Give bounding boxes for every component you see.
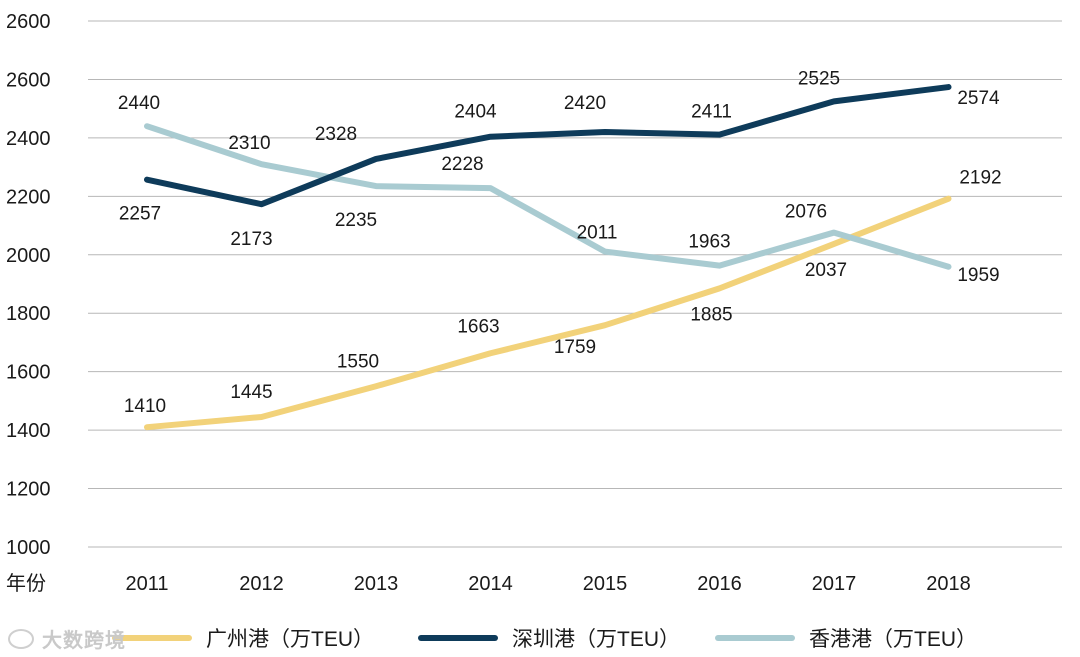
data-label: 1963 <box>688 232 730 253</box>
data-label: 2440 <box>118 93 160 114</box>
x-axis-label: 年份 <box>6 572 46 595</box>
brand-logo-icon <box>8 628 34 649</box>
data-label: 2037 <box>805 260 847 281</box>
data-label: 2235 <box>335 210 377 231</box>
y-tick-label: 2600 <box>6 69 51 91</box>
watermark: 大数跨境 <box>8 624 126 653</box>
data-label: 1445 <box>230 382 272 403</box>
data-label: 2257 <box>119 204 161 225</box>
data-label: 2011 <box>577 223 618 244</box>
legend-item-guangzhou: 广州港（万TEU） <box>112 623 374 653</box>
legend-label-shenzhen: 深圳港（万TEU） <box>512 628 680 651</box>
y-tick-label: 2000 <box>6 245 51 267</box>
data-label: 2173 <box>230 229 272 250</box>
series-line-1 <box>144 84 952 208</box>
legend-swatch-hongkong <box>715 635 795 641</box>
legend: 广州港（万TEU） 深圳港（万TEU） 香港港（万TEU） <box>0 615 1080 657</box>
data-label: 2310 <box>228 133 270 154</box>
y-tick-label: 1400 <box>6 420 51 442</box>
x-tick-label: 2014 <box>468 573 513 595</box>
y-tick-label: 1200 <box>6 479 51 501</box>
data-label: 1885 <box>690 304 732 325</box>
data-label: 1550 <box>337 351 379 372</box>
data-label: 2525 <box>798 68 840 89</box>
legend-item-hongkong: 香港港（万TEU） <box>715 623 977 653</box>
series-line-0 <box>144 195 952 431</box>
data-label: 1759 <box>554 337 596 358</box>
y-tick-label: 2600 <box>6 11 51 33</box>
data-label: 2328 <box>315 124 357 145</box>
data-label: 2228 <box>441 154 483 175</box>
data-label: 1663 <box>457 316 499 337</box>
y-tick-label: 1800 <box>6 303 51 325</box>
series-line-2 <box>144 123 952 270</box>
legend-swatch-guangzhou <box>112 635 192 641</box>
data-label: 2420 <box>564 93 606 114</box>
data-label: 2192 <box>959 168 1001 189</box>
legend-swatch-shenzhen <box>418 635 498 641</box>
legend-label-hongkong: 香港港（万TEU） <box>809 628 977 651</box>
y-tick-label: 2200 <box>6 186 51 208</box>
x-tick-label: 2018 <box>926 573 971 595</box>
data-label: 1410 <box>124 396 166 417</box>
x-tick-label: 2017 <box>812 573 857 595</box>
legend-item-shenzhen: 深圳港（万TEU） <box>418 623 680 653</box>
data-label: 1959 <box>957 265 999 286</box>
data-label: 2574 <box>957 88 1000 109</box>
y-tick-label: 1600 <box>6 362 51 384</box>
line-chart: 1000 1200 1400 1600 1800 2000 2200 2400 2600 2600… <box>6 11 1062 595</box>
x-tick-label: 2013 <box>354 573 399 595</box>
y-tick-label: 1000 <box>6 537 51 559</box>
data-label: 2076 <box>785 202 827 223</box>
y-tick-label: 2400 <box>6 128 51 150</box>
legend-label-guangzhou: 广州港（万TEU） <box>206 628 374 651</box>
data-label: 2404 <box>454 102 497 123</box>
x-tick-label: 2015 <box>583 573 628 595</box>
data-label: 2411 <box>691 102 732 123</box>
x-tick-label: 2016 <box>697 573 742 595</box>
x-tick-label: 2012 <box>239 573 284 595</box>
x-tick-label: 2011 <box>125 573 168 595</box>
watermark-text: 大数跨境 <box>42 630 126 652</box>
